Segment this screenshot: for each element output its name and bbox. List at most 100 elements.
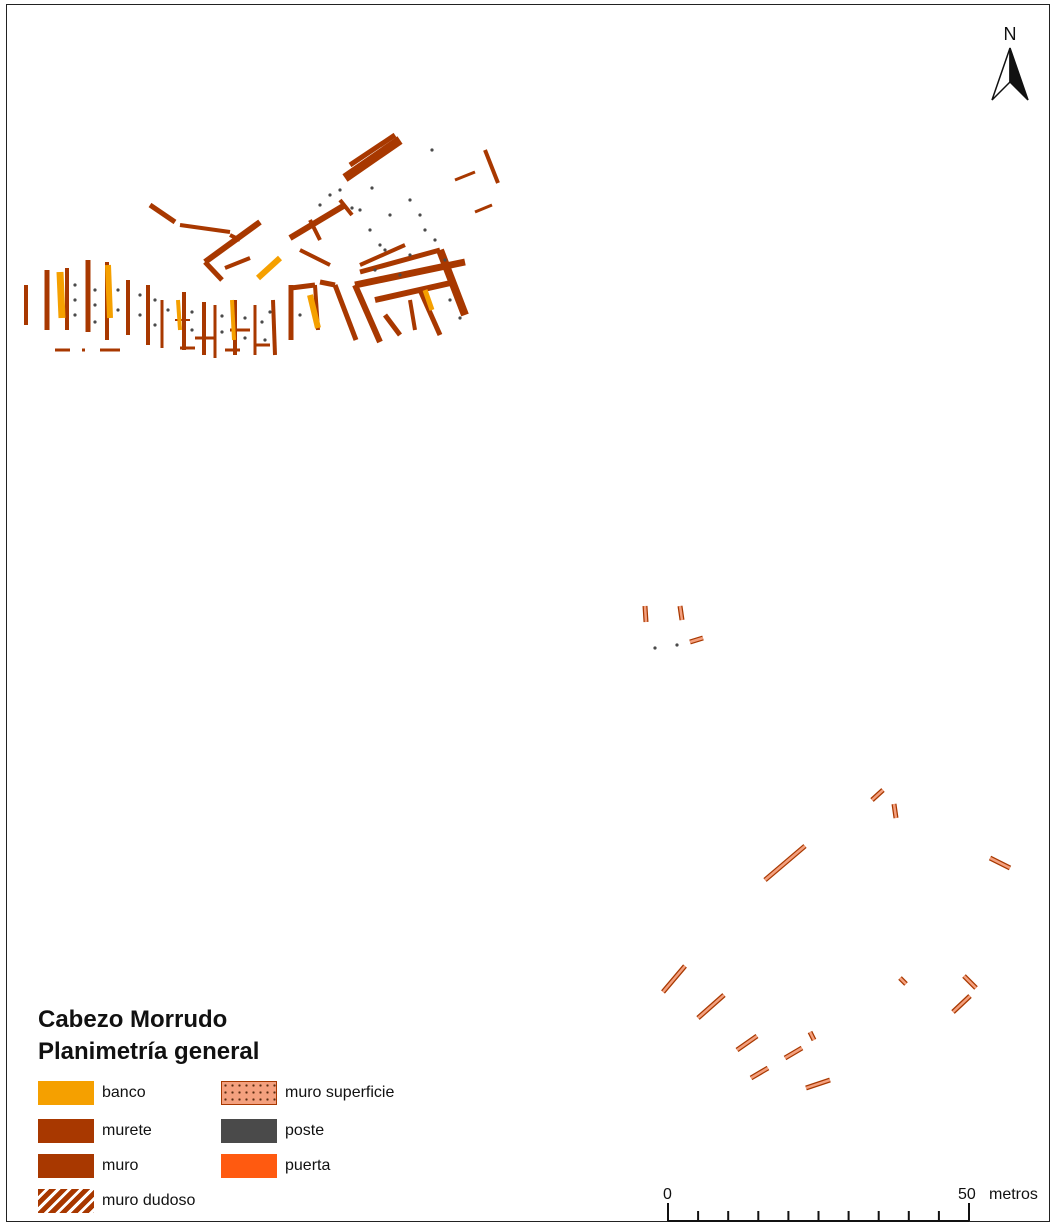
legend-item-banco: banco [38, 1081, 146, 1105]
legend-label: murete [102, 1122, 152, 1139]
wall-segment [148, 202, 177, 225]
surface-wall-fill [892, 803, 898, 819]
legend-subtitle: Planimetría general [38, 1038, 260, 1065]
surface-wall-fill [689, 636, 704, 644]
banco-swatch [38, 1081, 94, 1105]
post-dot [373, 268, 377, 272]
wall-segment [229, 233, 241, 242]
post-dot [268, 310, 272, 314]
wall-segment [332, 284, 359, 341]
legend-label: puerta [285, 1157, 331, 1174]
post-dot [370, 186, 374, 190]
post-dot [408, 253, 412, 257]
legend-item-muro-superficie: muro superficie [221, 1081, 394, 1105]
legend-label: muro [102, 1157, 139, 1174]
post-dot [443, 258, 447, 262]
surface-wall-fill [697, 994, 725, 1019]
north-label: N [1004, 24, 1017, 44]
poste-swatch [221, 1119, 277, 1143]
wall-segment [271, 299, 277, 356]
post-dot [368, 228, 372, 232]
legend-item-muro: muro [38, 1154, 138, 1178]
post-dot [423, 228, 427, 232]
wall-segment [179, 223, 231, 234]
post-dot [260, 320, 264, 324]
bench-segment [255, 255, 283, 281]
wall-segment [417, 288, 443, 337]
surface-wall-fill [989, 856, 1011, 870]
legend-title: Cabezo Morrudo [38, 1006, 228, 1033]
scale-start-label: 0 [663, 1186, 672, 1203]
post-dot [430, 148, 434, 152]
post-dot [383, 248, 387, 252]
post-dot [338, 188, 342, 192]
wall-segment [474, 203, 493, 214]
scale-end-label: 50 [958, 1186, 976, 1203]
surface-wall-fill [750, 1066, 769, 1080]
post-dot [298, 313, 302, 317]
post-dot [220, 314, 224, 318]
surface-wall-fill [784, 1046, 803, 1060]
wall-segment [203, 260, 224, 282]
wall-segment [359, 243, 406, 267]
muro-superficie-swatch [221, 1081, 277, 1105]
legend-label: banco [102, 1084, 146, 1101]
wall-segment [319, 279, 336, 288]
bench-segment [176, 299, 182, 331]
wall-segment [374, 279, 456, 303]
post-dot [138, 313, 142, 317]
wall-segment [338, 198, 354, 217]
murete-swatch [38, 1119, 94, 1143]
surface-wall-fill [662, 965, 686, 993]
surface-wall-fill [643, 605, 648, 623]
post-dot [263, 338, 267, 342]
legend-label: muro superficie [285, 1084, 395, 1101]
legend-label: poste [285, 1122, 325, 1139]
post-dot [458, 316, 462, 320]
post-dot [190, 310, 194, 314]
surface-wall-fill [805, 1078, 831, 1090]
wall-segment [408, 299, 417, 331]
legend-label: muro dudoso [102, 1192, 196, 1209]
wall-segment [342, 136, 403, 182]
bench-segment [56, 271, 66, 319]
map-frame [6, 4, 1050, 1222]
wall-segment [454, 170, 476, 182]
post-dot [73, 313, 77, 317]
post-dot [378, 243, 382, 247]
post-dot [318, 203, 322, 207]
wall-segment [348, 132, 397, 168]
muro-swatch [38, 1154, 94, 1178]
surface-wall-fill [952, 995, 971, 1013]
post-dot [153, 323, 157, 327]
puerta-swatch [221, 1154, 277, 1178]
surface-wall-fill [899, 977, 907, 985]
wall-segment [359, 247, 441, 275]
post-dot [153, 298, 157, 302]
post-dot [350, 206, 354, 210]
wall-segment [352, 283, 383, 344]
legend-item-muro-dudoso: muro dudoso [38, 1189, 195, 1213]
legend-item-poste: poste [221, 1119, 324, 1143]
surface-wall-fill [736, 1034, 758, 1052]
post-dot [328, 193, 332, 197]
legend-item-puerta: puerta [221, 1154, 330, 1178]
muro-dudoso-swatch [38, 1189, 94, 1213]
legend-item-murete: murete [38, 1119, 152, 1143]
post-dot [93, 320, 97, 324]
wall-segment [203, 219, 262, 265]
bench-segment [105, 264, 113, 319]
wall-segment [308, 219, 322, 241]
post-dot [93, 303, 97, 307]
post-dot [243, 336, 247, 340]
post-dot [388, 213, 392, 217]
post-dot [358, 208, 362, 212]
surface-wall-fill [871, 789, 884, 801]
surface-wall-fill [764, 845, 806, 881]
surface-wall-fill [808, 1031, 816, 1041]
post-dot [138, 293, 142, 297]
post-dot [653, 646, 657, 650]
post-dot [398, 273, 402, 277]
bench-segment [422, 289, 435, 311]
post-dot [408, 198, 412, 202]
